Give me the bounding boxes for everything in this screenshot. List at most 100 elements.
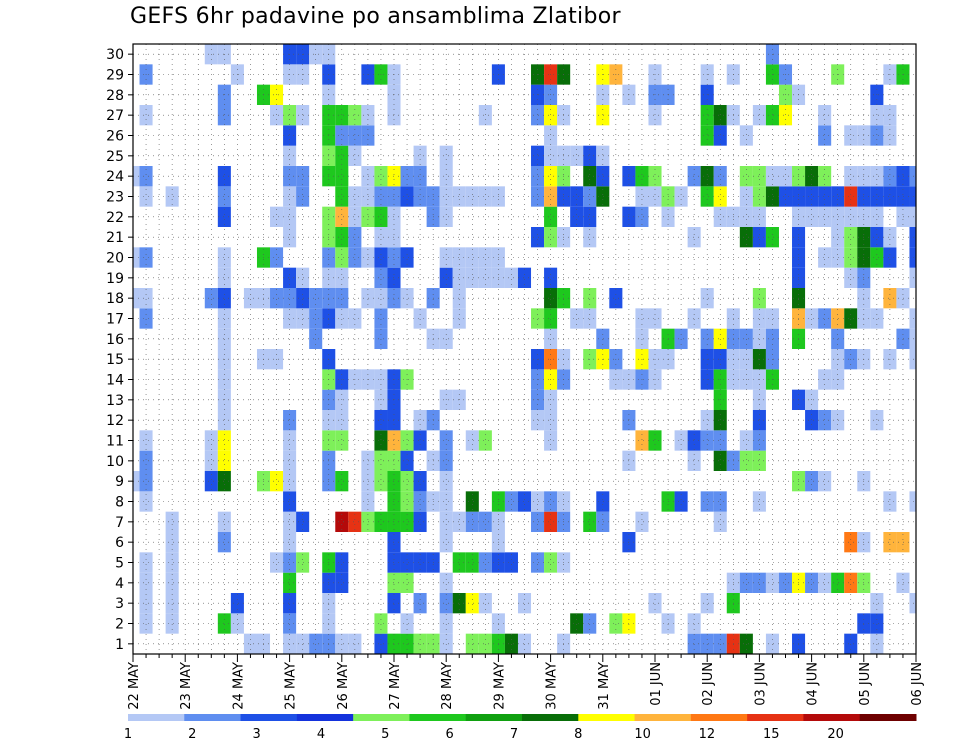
heatmap-cell <box>713 166 727 187</box>
heatmap-cell <box>283 532 297 553</box>
heatmap-cell <box>531 227 545 248</box>
heatmap-cell <box>270 288 284 309</box>
heatmap-cell <box>296 166 310 187</box>
heatmap-cell <box>361 186 375 207</box>
heatmap-cell <box>818 572 832 593</box>
heatmap-cell <box>583 166 597 187</box>
heatmap-cell <box>713 186 727 207</box>
heatmap-cell <box>374 613 388 634</box>
heatmap-cell <box>883 186 897 207</box>
heatmap-cell <box>700 491 714 512</box>
heatmap-cell <box>335 308 349 329</box>
y-tick-label: 26 <box>106 129 124 145</box>
x-tick-label: 03 JUN <box>753 662 768 706</box>
heatmap-cell <box>165 532 179 553</box>
heatmap-cell <box>870 613 884 634</box>
heatmap-cell <box>544 145 558 166</box>
heatmap-cell <box>752 227 766 248</box>
heatmap-cell <box>465 491 479 512</box>
heatmap-cell <box>348 227 362 248</box>
legend-swatch <box>578 714 636 721</box>
heatmap-cell <box>452 511 466 532</box>
legend-swatch <box>634 714 692 721</box>
heatmap-cell <box>818 166 832 187</box>
heatmap-cell <box>844 532 858 553</box>
heatmap-cell <box>896 572 910 593</box>
heatmap-cell <box>700 288 714 309</box>
heatmap-cell <box>635 206 649 227</box>
heatmap-cell <box>374 410 388 431</box>
legend-swatch <box>859 714 917 721</box>
heatmap-cell <box>674 430 688 451</box>
heatmap-cell <box>217 328 231 349</box>
heatmap-cell <box>452 308 466 329</box>
y-tick-label: 27 <box>106 108 124 124</box>
heatmap-cell <box>400 166 414 187</box>
heatmap-cell <box>870 593 884 614</box>
heatmap-cell <box>296 105 310 126</box>
heatmap-cell <box>517 633 532 654</box>
heatmap-cell <box>896 288 910 309</box>
heatmap-cell <box>635 166 649 187</box>
heatmap-cell <box>544 125 558 146</box>
heatmap-cell <box>283 511 297 532</box>
heatmap-cell <box>739 450 753 471</box>
legend-swatch <box>747 714 804 721</box>
y-tick-label: 10 <box>106 454 124 470</box>
y-tick-label: 18 <box>106 291 124 307</box>
heatmap-cell <box>544 288 558 309</box>
heatmap-cell <box>909 491 916 512</box>
heatmap-cell <box>335 125 349 146</box>
heatmap-cell <box>752 450 766 471</box>
heatmap-cell <box>883 532 897 553</box>
heatmap-cell <box>478 511 492 532</box>
heatmap-cell <box>765 227 779 248</box>
y-tick-label: 2 <box>115 617 124 633</box>
heatmap-cell <box>909 247 916 268</box>
heatmap-cell <box>296 288 310 309</box>
heatmap-cell <box>374 227 388 248</box>
heatmap-cell <box>296 511 310 532</box>
heatmap-cell <box>465 430 479 451</box>
heatmap-cell <box>413 145 427 166</box>
legend-swatch <box>690 714 748 721</box>
heatmap-cell <box>270 552 284 573</box>
heatmap-cell <box>844 267 858 288</box>
heatmap-cell <box>335 166 349 187</box>
x-tick-label: 05 JUN <box>858 662 873 706</box>
heatmap-cell <box>870 105 884 126</box>
x-tick-label: 25 MAY <box>284 662 299 710</box>
heatmap-cell <box>544 410 558 431</box>
heatmap-cell <box>348 125 362 146</box>
heatmap-cell <box>413 186 427 207</box>
heatmap-cell <box>844 125 858 146</box>
heatmap-cell <box>765 105 779 126</box>
heatmap-cell <box>139 288 153 309</box>
heatmap-cell <box>361 471 375 492</box>
heatmap-cell <box>139 308 153 329</box>
heatmap-cell <box>165 552 179 573</box>
heatmap-cell <box>270 247 284 268</box>
heatmap-cell <box>217 308 231 329</box>
heatmap-cell <box>909 267 916 288</box>
x-tick-label: 06 JUN <box>910 662 925 706</box>
heatmap-cell <box>165 593 179 614</box>
heatmap-cell <box>570 206 584 227</box>
heatmap-cell <box>752 308 766 329</box>
heatmap-cell <box>400 450 414 471</box>
heatmap-cell <box>818 410 832 431</box>
legend-swatch <box>184 714 242 721</box>
heatmap-cell <box>335 633 349 654</box>
heatmap-cell <box>348 186 362 207</box>
heatmap-cell <box>439 511 453 532</box>
heatmap-cell <box>283 288 297 309</box>
heatmap-cell <box>739 166 753 187</box>
heatmap-cell <box>700 105 714 126</box>
heatmap-cell <box>270 471 284 492</box>
x-axis: 22 MAY 23 MAY 24 MAY 25 MAY 26 MAY 27 MAY 28 M… <box>127 654 925 710</box>
heatmap-cell <box>648 430 662 451</box>
heatmap-cell <box>700 328 714 349</box>
heatmap-cell <box>400 613 414 634</box>
heatmap-cell <box>361 247 375 268</box>
heatmap-cell <box>413 166 427 187</box>
